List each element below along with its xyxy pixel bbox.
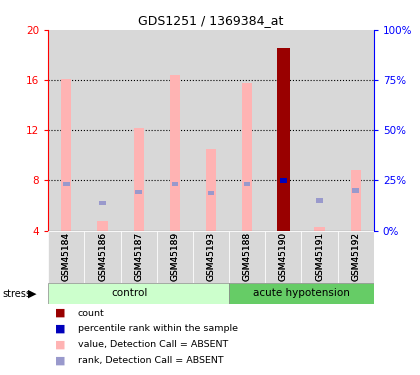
Bar bbox=[265, 231, 302, 283]
Bar bbox=[134, 128, 144, 231]
Title: GDS1251 / 1369384_at: GDS1251 / 1369384_at bbox=[138, 15, 284, 27]
Bar bbox=[302, 231, 338, 283]
Text: acute hypotension: acute hypotension bbox=[253, 288, 350, 298]
Text: count: count bbox=[78, 309, 105, 318]
Text: value, Detection Call = ABSENT: value, Detection Call = ABSENT bbox=[78, 340, 228, 349]
Text: rank, Detection Call = ABSENT: rank, Detection Call = ABSENT bbox=[78, 356, 223, 365]
Bar bbox=[277, 48, 290, 231]
Text: ■: ■ bbox=[55, 340, 65, 350]
Text: GSM45188: GSM45188 bbox=[243, 232, 252, 281]
Text: ■: ■ bbox=[55, 308, 65, 318]
Bar bbox=[121, 231, 157, 283]
Bar bbox=[48, 30, 84, 231]
Text: GSM45191: GSM45191 bbox=[315, 232, 324, 281]
Bar bbox=[265, 30, 302, 231]
Bar bbox=[170, 75, 180, 231]
Bar bbox=[193, 30, 229, 231]
Bar bbox=[229, 283, 374, 304]
Bar bbox=[302, 30, 338, 231]
Bar bbox=[136, 189, 142, 194]
Bar bbox=[244, 182, 250, 186]
Bar bbox=[84, 30, 121, 231]
Text: GSM45190: GSM45190 bbox=[279, 232, 288, 281]
Text: GSM45187: GSM45187 bbox=[134, 232, 143, 281]
Text: stress: stress bbox=[2, 289, 31, 298]
Bar bbox=[193, 231, 229, 283]
Text: GSM45193: GSM45193 bbox=[207, 232, 215, 281]
Text: ▶: ▶ bbox=[28, 289, 37, 298]
Bar bbox=[242, 82, 252, 231]
Text: GSM45190: GSM45190 bbox=[279, 232, 288, 281]
Bar bbox=[316, 198, 323, 203]
Bar bbox=[157, 231, 193, 283]
Bar bbox=[280, 178, 286, 183]
Bar bbox=[48, 283, 229, 304]
Text: ■: ■ bbox=[55, 324, 65, 334]
Text: GSM45184: GSM45184 bbox=[62, 232, 71, 280]
Text: GSM45193: GSM45193 bbox=[207, 232, 215, 281]
Bar bbox=[206, 149, 216, 231]
Text: ■: ■ bbox=[55, 356, 65, 365]
Text: GSM45192: GSM45192 bbox=[351, 232, 360, 280]
Text: GSM45184: GSM45184 bbox=[62, 232, 71, 280]
Bar bbox=[338, 30, 374, 231]
Text: GSM45191: GSM45191 bbox=[315, 232, 324, 281]
Bar bbox=[61, 79, 71, 231]
Bar bbox=[229, 30, 265, 231]
Bar bbox=[315, 227, 325, 231]
Bar bbox=[63, 182, 70, 186]
Bar bbox=[99, 201, 106, 205]
Bar bbox=[121, 30, 157, 231]
Bar bbox=[97, 220, 108, 231]
Bar bbox=[229, 231, 265, 283]
Text: GSM45186: GSM45186 bbox=[98, 232, 107, 281]
Text: GSM45188: GSM45188 bbox=[243, 232, 252, 281]
Text: percentile rank within the sample: percentile rank within the sample bbox=[78, 324, 238, 333]
Bar bbox=[352, 188, 359, 193]
Bar bbox=[208, 191, 214, 195]
Text: GSM45192: GSM45192 bbox=[351, 232, 360, 280]
Bar bbox=[48, 231, 84, 283]
Bar bbox=[172, 182, 178, 186]
Bar bbox=[351, 170, 361, 231]
Text: GSM45186: GSM45186 bbox=[98, 232, 107, 281]
Text: GSM45189: GSM45189 bbox=[171, 232, 179, 281]
Bar bbox=[84, 231, 121, 283]
Text: control: control bbox=[111, 288, 148, 298]
Bar bbox=[338, 231, 374, 283]
Bar bbox=[157, 30, 193, 231]
Text: GSM45189: GSM45189 bbox=[171, 232, 179, 281]
Text: GSM45187: GSM45187 bbox=[134, 232, 143, 281]
